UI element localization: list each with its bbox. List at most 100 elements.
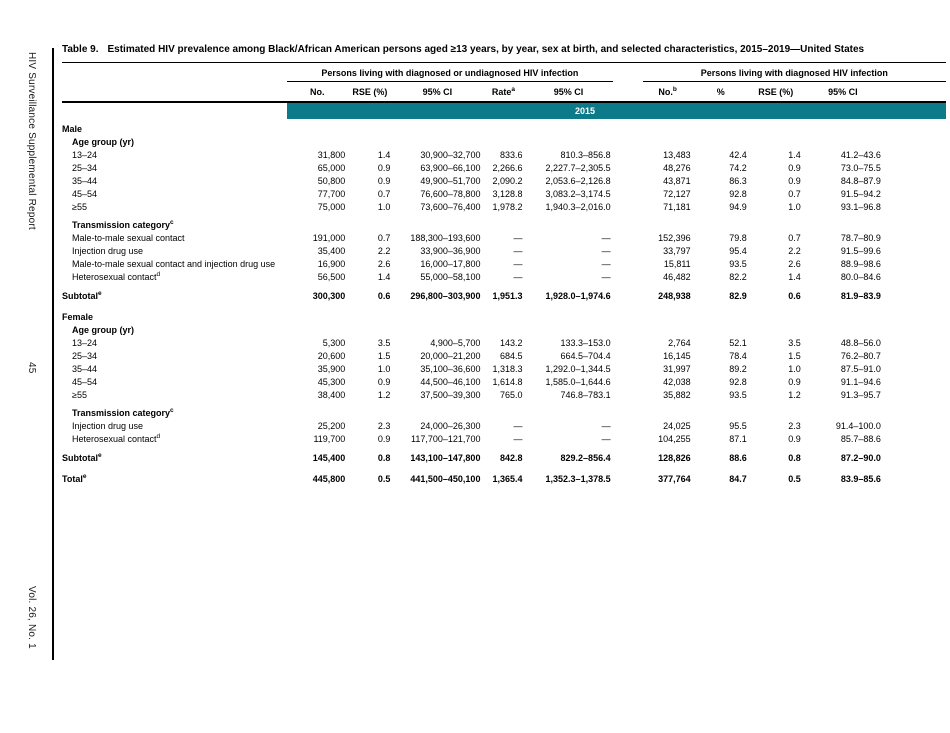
filler [883,363,946,376]
row-label: Heterosexual contactd [72,271,161,282]
table-row: 45–54 45,300 0.9 44,500–46,100 1,614.8 1,585.… [62,376,946,389]
cell: 30,900–32,700 [420,150,481,160]
cell: 87.2–90.0 [840,453,881,463]
row-label: 45–54 [72,377,98,387]
cell: 35,100–36,600 [420,364,481,374]
cell: 133.3–153.0 [560,338,611,348]
cell: 3.5 [377,338,391,348]
cell: 1.0 [788,364,801,374]
cell: 82.2 [729,272,747,282]
cell: 2.6 [377,259,391,269]
cell: 49,900–51,700 [420,176,481,186]
row-label: Injection drug use [72,421,144,431]
cell: 1,940.3–2,016.0 [545,202,611,212]
cell: 91.4–100.0 [835,421,881,431]
group-gap [613,337,643,350]
cell: 76,600–78,800 [420,189,481,199]
cell: 191,000 [312,233,346,243]
cell: 48.8–56.0 [840,338,881,348]
cell: — [601,259,611,269]
row-spacer [62,303,946,311]
row-label: 35–44 [72,364,98,374]
column-header: 95% CI [802,81,883,103]
cell: 0.9 [377,377,391,387]
group-header-row: Persons living with diagnosed or undiagn… [62,62,946,82]
cell: 38,400 [317,390,346,400]
prevalence-table: Persons living with diagnosed or undiagn… [62,62,946,486]
cell: — [601,434,611,444]
filler [883,290,946,303]
cell: 88.6 [729,453,747,463]
cell: 94.9 [729,202,747,212]
cell: 37,500–39,300 [420,390,481,400]
group-gap [613,63,643,82]
cell: 248,938 [658,291,691,301]
cell: 35,900 [317,364,346,374]
cell: 829.2–856.4 [560,453,611,463]
group-gap [613,433,643,446]
table-row: 45–54 77,700 0.7 76,600–78,800 3,128.8 3,083.… [62,188,946,201]
cell: 1.2 [788,390,801,400]
group-header-diagnosed: Persons living with diagnosed HIV infect… [642,62,946,82]
cell: 78.7–80.9 [840,233,881,243]
spacer-cell [62,465,946,473]
cell: 87.1 [729,434,747,444]
cell: 0.7 [788,189,801,199]
cell: 0.8 [377,453,391,463]
cell: 56,500 [317,272,346,282]
column-header: RSE (%) [748,81,803,103]
column-header: No. [287,81,348,103]
group-gap [613,162,643,175]
filler [883,452,946,465]
cell: 16,900 [317,259,346,269]
table-title-text: Estimated HIV prevalence among Black/Afr… [107,44,865,55]
cell: 33,900–36,900 [420,246,481,256]
cell: 20,600 [317,351,346,361]
cell: 25,200 [317,421,346,431]
row-label: Transmission categoryc [72,407,174,418]
cell: 1.4 [377,150,391,160]
cell: — [601,272,611,282]
row-label: Transmission categoryc [72,219,174,230]
table-title: Table 9. Estimated HIV prevalence among B… [62,44,946,56]
cell: 73.0–75.5 [840,163,881,173]
table-row: Male-to-male sexual contact and injectio… [62,258,946,271]
cell: 1,365.4 [492,474,523,484]
cell: 0.9 [788,377,801,387]
group-gap [613,363,643,376]
group-gap [613,245,643,258]
row-label: Injection drug use [72,246,144,256]
cell: 152,396 [658,233,691,243]
group-gap [613,258,643,271]
cell: 89.2 [729,364,747,374]
cell: 0.9 [788,163,801,173]
column-header: RSE (%) [347,81,393,103]
cell: 3,083.2–3,174.5 [545,189,611,199]
cell: 24,025 [663,421,691,431]
cell: 0.8 [788,453,801,463]
cell: 0.6 [788,291,801,301]
cell: 2,227.7–2,305.5 [545,163,611,173]
cell: 2,090.2 [492,176,523,186]
cell: 1.5 [788,351,801,361]
row-label: Male-to-male sexual contact [72,233,185,243]
cell: 3,128.8 [492,189,523,199]
row-label: 13–24 [72,338,98,348]
row-label: Subtotale [62,452,102,463]
cell: 0.9 [377,176,391,186]
row-label: Totale [62,473,87,484]
cell: 445,800 [312,474,346,484]
table-row: 35–44 35,900 1.0 35,100–36,600 1,318.3 1,292.… [62,363,946,376]
cell: 82.9 [729,291,747,301]
group-gap [613,452,643,465]
row-blank [287,311,946,324]
cell: 2,266.6 [492,163,523,173]
cell: — [601,246,611,256]
cell: 84.7 [729,474,747,484]
cell: 1,585.0–1,644.6 [545,377,611,387]
cell: 93.1–96.8 [840,202,881,212]
cell: 2.2 [377,246,391,256]
row-label: Age group (yr) [72,325,134,335]
cell: 5,300 [322,338,346,348]
sidebar-volume-label: Vol. 26, No. 1 [26,586,37,649]
